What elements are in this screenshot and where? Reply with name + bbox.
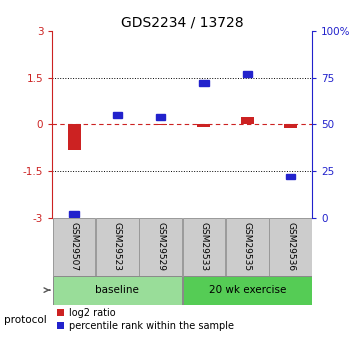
Title: GDS2234 / 13728: GDS2234 / 13728	[121, 16, 244, 30]
Bar	[96, 218, 139, 276]
Text: GSM29529: GSM29529	[156, 222, 165, 271]
Bar	[156, 114, 165, 120]
Bar	[286, 174, 295, 179]
Bar	[269, 218, 312, 276]
Text: 20 wk exercise: 20 wk exercise	[209, 285, 286, 295]
Bar	[53, 218, 95, 276]
Bar	[284, 124, 297, 128]
Bar	[139, 218, 182, 276]
Bar	[197, 124, 210, 127]
Text: GSM29535: GSM29535	[243, 222, 252, 271]
Text: GSM29536: GSM29536	[286, 222, 295, 271]
Bar	[68, 124, 81, 150]
Bar	[183, 218, 225, 276]
Text: protocol: protocol	[4, 315, 46, 325]
Bar	[183, 276, 312, 305]
Bar	[243, 71, 252, 77]
Text: baseline: baseline	[95, 285, 139, 295]
Bar	[113, 112, 122, 118]
Legend: log2 ratio, percentile rank within the sample: log2 ratio, percentile rank within the s…	[57, 308, 234, 331]
Text: GSM29507: GSM29507	[70, 222, 78, 271]
Text: GSM29523: GSM29523	[113, 222, 122, 271]
Bar	[226, 218, 269, 276]
Bar	[53, 276, 182, 305]
Text: GSM29533: GSM29533	[200, 222, 208, 271]
Bar	[154, 124, 167, 125]
Bar	[241, 117, 254, 124]
Bar	[199, 80, 209, 86]
Bar	[69, 211, 79, 217]
